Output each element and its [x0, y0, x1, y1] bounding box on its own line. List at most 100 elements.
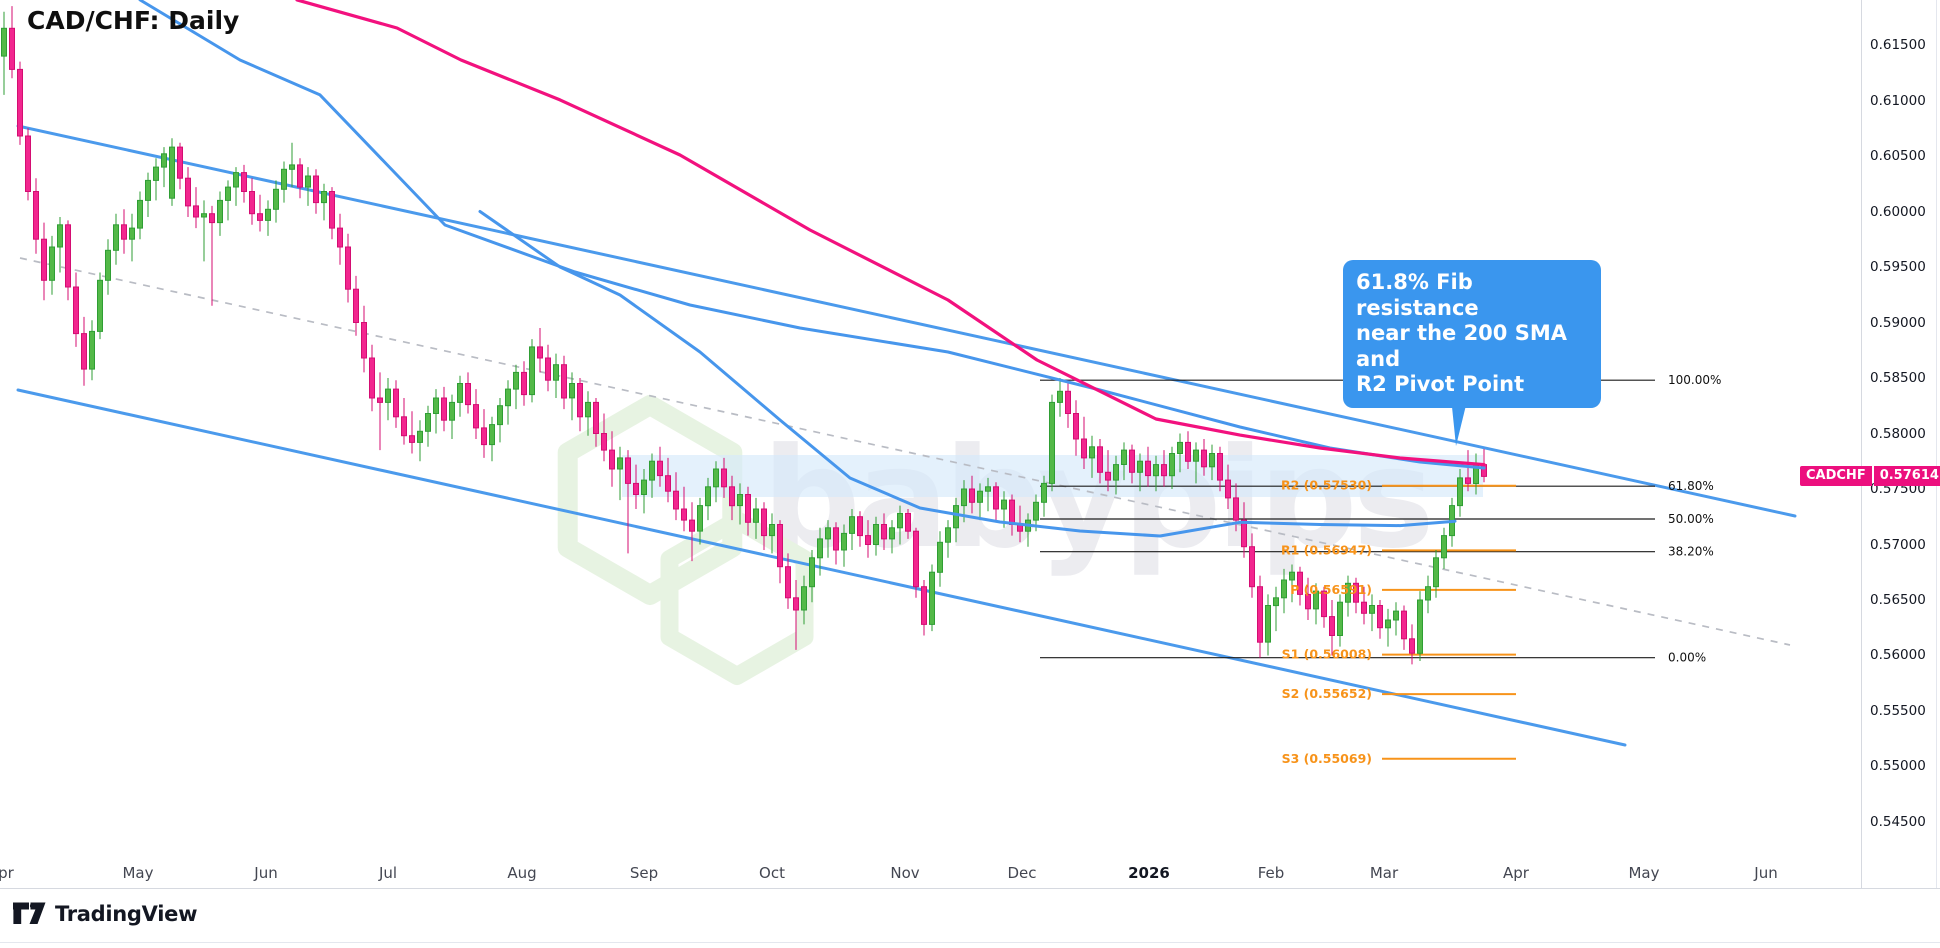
candle-body: [257, 213, 263, 221]
candle-body: [169, 146, 175, 199]
candle-body: [657, 460, 663, 477]
candle-body: [1329, 616, 1335, 636]
candle-body: [153, 166, 159, 181]
candle-body: [329, 191, 335, 229]
fib-level-label: 50.00%: [1668, 512, 1714, 526]
candle-body: [1385, 619, 1391, 629]
candle-body: [369, 357, 375, 399]
candle-body: [73, 286, 79, 335]
candle-body: [121, 224, 127, 240]
candle-body: [529, 346, 535, 396]
candle-body: [545, 357, 551, 381]
price-axis-separator: [1861, 0, 1862, 888]
candle-body: [905, 512, 911, 532]
candle-body: [1289, 571, 1295, 581]
candle-body: [1057, 390, 1063, 403]
candle-body: [825, 527, 831, 540]
candle-body: [17, 68, 23, 137]
candle-body: [425, 413, 431, 432]
last-price-symbol: CADCHF: [1800, 466, 1872, 486]
candle-body: [1161, 464, 1167, 477]
candle-body: [569, 383, 575, 399]
candle-body: [137, 199, 143, 229]
candle-body: [65, 224, 71, 288]
candle-body: [649, 460, 655, 481]
candle-body: [1153, 464, 1159, 477]
candle-body: [873, 524, 879, 545]
candle-body: [961, 488, 967, 507]
tradingview-wordmark: TradingView: [55, 902, 198, 926]
candle-body: [1065, 390, 1071, 414]
candle-body: [57, 224, 63, 248]
time-axis-label: Jun: [1754, 864, 1778, 882]
candle-body: [865, 535, 871, 545]
lower-channel-trendline[interactable]: [16, 388, 1627, 747]
candle-body: [497, 405, 503, 426]
candle-body: [337, 227, 343, 248]
candle-body: [233, 172, 239, 188]
candle-body: [25, 135, 31, 192]
candle-body: [377, 397, 383, 403]
candle-body: [81, 333, 87, 370]
pivot-level-label: P (0.56591): [1290, 582, 1372, 597]
sma-blue-slow-line[interactable]: [478, 210, 1457, 538]
chart-canvas[interactable]: 100.00% 61.80% 50.00% 38.20% 0.00% R2 (0.5753…: [0, 0, 1940, 888]
price-axis-label: 0.58500: [1870, 370, 1926, 386]
candle-body: [753, 508, 759, 523]
tradingview-attribution[interactable]: TradingView: [13, 902, 197, 926]
price-axis-label: 0.60000: [1870, 204, 1926, 220]
price-axis[interactable]: 0.61500 0.61000 0.60500 0.60000 0.59500 0.590…: [1862, 0, 1940, 888]
candlestick-series[interactable]: [1, 6, 1487, 665]
candle-body: [1241, 519, 1247, 548]
price-axis-label: 0.61500: [1870, 37, 1926, 53]
candle-body: [1281, 579, 1287, 599]
candle-body: [841, 532, 847, 551]
time-axis-label: 2026: [1128, 864, 1170, 882]
price-axis-right-border: [1936, 0, 1937, 888]
candle-body: [401, 416, 407, 437]
candle-body: [1297, 571, 1303, 595]
pivot-level-label: R1 (0.56947): [1281, 542, 1372, 557]
candle-body: [385, 388, 391, 403]
candle-body: [1129, 449, 1135, 473]
candle-body: [1049, 401, 1055, 484]
page-title: CAD/CHF: Daily: [27, 6, 240, 35]
candle-body: [1145, 460, 1151, 477]
candle-body: [969, 488, 975, 503]
candle-body: [273, 188, 279, 210]
candle-body: [1401, 610, 1407, 640]
candle-body: [929, 571, 935, 625]
candle-body: [305, 175, 311, 188]
time-axis-label: Jul: [378, 864, 398, 882]
candle-body: [729, 486, 735, 507]
candle-body: [1321, 590, 1327, 618]
pivot-level-label: S3 (0.55069): [1282, 751, 1372, 766]
candle-body: [617, 457, 623, 470]
time-axis-border: [0, 888, 1940, 889]
price-axis-label: 0.54500: [1870, 814, 1926, 830]
candle-body: [1377, 605, 1383, 629]
time-axis-label: Mar: [1369, 864, 1399, 882]
candle-body: [209, 213, 215, 224]
candle-body: [1337, 601, 1343, 637]
candle-body: [297, 164, 303, 188]
time-axis-label: Aug: [507, 864, 537, 882]
candle-body: [801, 586, 807, 611]
candle-body: [985, 486, 991, 492]
candle-body: [1169, 453, 1175, 477]
candle-body: [105, 249, 111, 281]
price-axis-label: 0.55000: [1870, 758, 1926, 774]
candle-body: [1121, 449, 1127, 466]
candle-body: [1257, 586, 1263, 643]
candle-body: [945, 527, 951, 543]
time-axis-label: Dec: [1007, 864, 1037, 882]
time-axis-label: May: [122, 864, 154, 882]
candle-body: [345, 246, 351, 290]
price-axis-label: 0.57000: [1870, 537, 1926, 553]
sma-200-line[interactable]: [295, 0, 1486, 467]
candle-body: [1425, 586, 1431, 601]
candle-body: [361, 322, 367, 359]
candle-body: [737, 494, 743, 507]
candle-body: [1457, 477, 1463, 507]
time-axis[interactable]: pr May Jun Jul Aug Sep Oct Nov Dec 2026 Feb Mar Apr M…: [0, 860, 1860, 886]
